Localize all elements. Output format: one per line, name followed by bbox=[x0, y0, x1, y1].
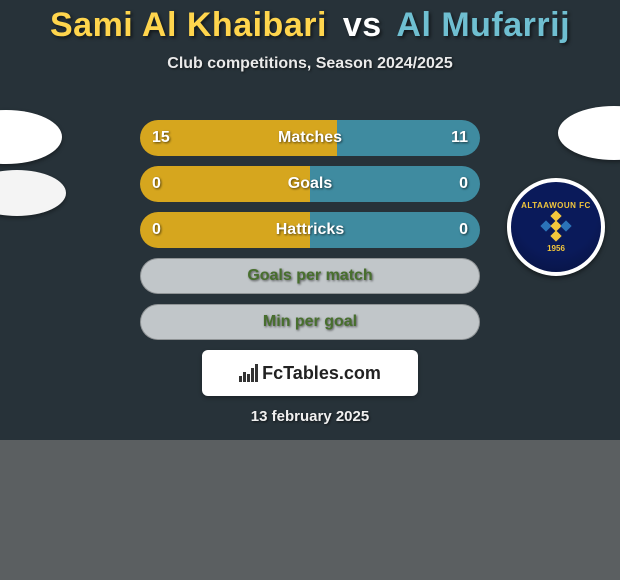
stat-bar-left bbox=[140, 166, 311, 202]
stat-label: Matches bbox=[278, 129, 342, 147]
stat-label: Goals bbox=[288, 175, 332, 193]
snapshot-date: 13 february 2025 bbox=[0, 408, 620, 425]
stat-row-goals: 0 0 Goals bbox=[140, 166, 480, 202]
stat-label: Hattricks bbox=[276, 221, 344, 239]
stat-label: Goals per match bbox=[247, 267, 372, 285]
stat-value-left: 0 bbox=[152, 166, 161, 202]
stat-label: Min per goal bbox=[263, 313, 357, 331]
stat-row-hattricks: 0 0 Hattricks bbox=[140, 212, 480, 248]
title-right-player: Al Mufarrij bbox=[396, 6, 570, 44]
subtitle: Club competitions, Season 2024/2025 bbox=[0, 55, 620, 73]
title-vs: vs bbox=[343, 6, 382, 44]
club-name: ALTAAWOUN FC bbox=[521, 201, 591, 210]
left-player-avatar-top bbox=[0, 110, 62, 164]
stat-value-left: 0 bbox=[152, 212, 161, 248]
chart-icon bbox=[239, 364, 258, 382]
title-left-player: Sami Al Khaibari bbox=[50, 6, 327, 44]
source-logo-pill: FcTables.com bbox=[202, 350, 418, 396]
left-player-avatar-bottom bbox=[0, 170, 66, 216]
h2h-infographic-card: Sami Al Khaibari vs Al Mufarrij Club com… bbox=[0, 0, 620, 440]
stat-value-right: 11 bbox=[451, 120, 468, 156]
club-logo-shape bbox=[542, 212, 570, 240]
stat-value-right: 0 bbox=[459, 166, 468, 202]
page-title: Sami Al Khaibari vs Al Mufarrij bbox=[0, 0, 620, 45]
stat-row-min-per-goal: Min per goal bbox=[140, 304, 480, 340]
stat-value-left: 15 bbox=[152, 120, 170, 156]
right-club-badge: ALTAAWOUN FC 1956 bbox=[507, 178, 605, 276]
stat-bar-right bbox=[310, 166, 480, 202]
club-year: 1956 bbox=[547, 244, 565, 253]
stat-row-goals-per-match: Goals per match bbox=[140, 258, 480, 294]
stat-row-matches: 15 11 Matches bbox=[140, 120, 480, 156]
source-logo-text: FcTables.com bbox=[262, 363, 381, 384]
stat-value-right: 0 bbox=[459, 212, 468, 248]
right-player-avatar bbox=[558, 106, 620, 160]
stat-rows: 15 11 Matches 0 0 Goals 0 0 Hattricks Goals per m… bbox=[140, 120, 480, 350]
